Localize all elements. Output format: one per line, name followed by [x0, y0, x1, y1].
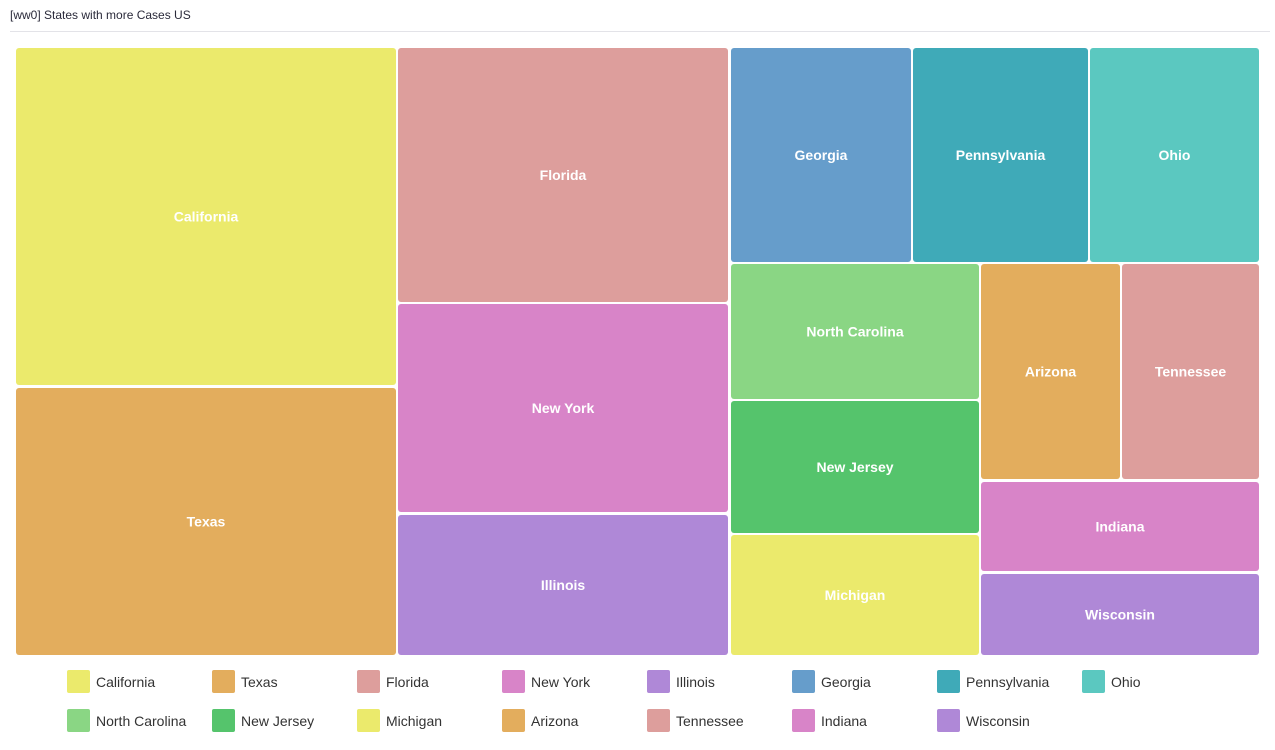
tile-new-jersey[interactable]: New Jersey — [731, 401, 979, 533]
legend-item-california[interactable]: California — [67, 670, 212, 693]
legend-item-new-jersey[interactable]: New Jersey — [212, 709, 357, 732]
tile-rect-ohio[interactable] — [1090, 48, 1259, 262]
tile-label-indiana: Indiana — [1095, 519, 1144, 535]
tile-label-michigan: Michigan — [825, 587, 886, 603]
tile-rect-north-carolina[interactable] — [731, 264, 979, 399]
legend-label: Georgia — [821, 673, 871, 690]
tile-indiana[interactable]: Indiana — [981, 482, 1259, 571]
tile-pennsylvania[interactable]: Pennsylvania — [913, 48, 1088, 262]
tile-new-york[interactable]: New York — [398, 304, 728, 512]
tile-florida[interactable]: Florida — [398, 48, 728, 302]
tile-rect-illinois[interactable] — [398, 515, 728, 655]
legend-item-pennsylvania[interactable]: Pennsylvania — [937, 670, 1082, 693]
tile-label-ohio: Ohio — [1159, 147, 1191, 163]
tile-label-new-jersey: New Jersey — [816, 459, 893, 475]
tile-label-new-york: New York — [532, 400, 595, 416]
legend-swatch — [937, 709, 960, 732]
legend-row: California Texas Florida New York Illinois Ge… — [67, 662, 1227, 701]
tile-rect-wisconsin[interactable] — [981, 574, 1259, 655]
tile-label-tennessee: Tennessee — [1155, 364, 1227, 380]
tile-rect-arizona[interactable] — [981, 264, 1120, 479]
tile-label-texas: Texas — [187, 514, 226, 530]
legend-label: Florida — [386, 673, 429, 690]
legend-label: Texas — [241, 673, 278, 690]
tile-rect-pennsylvania[interactable] — [913, 48, 1088, 262]
tile-rect-new-jersey[interactable] — [731, 401, 979, 533]
tile-label-wisconsin: Wisconsin — [1085, 607, 1155, 623]
legend-item-new-york[interactable]: New York — [502, 670, 647, 693]
legend-swatch — [357, 709, 380, 732]
legend-swatch — [212, 709, 235, 732]
tile-rect-new-york[interactable] — [398, 304, 728, 512]
tile-arizona[interactable]: Arizona — [981, 264, 1120, 479]
legend: California Texas Florida New York Illinois Ge… — [67, 662, 1227, 740]
tile-label-california: California — [174, 209, 239, 225]
tile-rect-indiana[interactable] — [981, 482, 1259, 571]
tile-rect-tennessee[interactable] — [1122, 264, 1259, 479]
legend-item-michigan[interactable]: Michigan — [357, 709, 502, 732]
tile-ohio[interactable]: Ohio — [1090, 48, 1259, 262]
legend-swatch — [937, 670, 960, 693]
legend-label: Wisconsin — [966, 712, 1030, 729]
tile-georgia[interactable]: Georgia — [731, 48, 911, 262]
tile-label-arizona: Arizona — [1025, 364, 1077, 380]
title-divider — [10, 31, 1270, 32]
legend-label: North Carolina — [96, 712, 187, 729]
tile-michigan[interactable]: Michigan — [731, 535, 979, 655]
tile-label-illinois: Illinois — [541, 577, 586, 593]
legend-swatch — [67, 670, 90, 693]
legend-row: North Carolina New Jersey Michigan Arizona T… — [67, 701, 1227, 740]
tile-rect-georgia[interactable] — [731, 48, 911, 262]
tile-wisconsin[interactable]: Wisconsin — [981, 574, 1259, 655]
legend-swatch — [1082, 670, 1105, 693]
legend-swatch — [647, 709, 670, 732]
tile-label-georgia: Georgia — [795, 147, 848, 163]
legend-label: Ohio — [1111, 673, 1141, 690]
legend-swatch — [502, 709, 525, 732]
treemap-chart: California Texas Florida New York Illinois Ge… — [16, 48, 1259, 655]
legend-item-north-carolina[interactable]: North Carolina — [67, 709, 212, 732]
legend-swatch — [647, 670, 670, 693]
legend-label: Michigan — [386, 712, 443, 729]
legend-label: Arizona — [531, 712, 579, 729]
legend-label: Illinois — [676, 673, 715, 690]
legend-swatch — [502, 670, 525, 693]
legend-item-arizona[interactable]: Arizona — [502, 709, 647, 732]
legend-label: New Jersey — [241, 712, 315, 729]
legend-item-florida[interactable]: Florida — [357, 670, 502, 693]
legend-swatch — [67, 709, 90, 732]
tile-rect-california[interactable] — [16, 48, 396, 385]
legend-item-texas[interactable]: Texas — [212, 670, 357, 693]
legend-item-ohio[interactable]: Ohio — [1082, 670, 1227, 693]
tile-rect-florida[interactable] — [398, 48, 728, 302]
legend-label: Pennsylvania — [966, 673, 1050, 690]
legend-label: New York — [531, 673, 591, 690]
legend-swatch — [212, 670, 235, 693]
legend-swatch — [792, 670, 815, 693]
tile-tennessee[interactable]: Tennessee — [1122, 264, 1259, 479]
tile-illinois[interactable]: Illinois — [398, 515, 728, 655]
legend-item-illinois[interactable]: Illinois — [647, 670, 792, 693]
legend-swatch — [792, 709, 815, 732]
legend-label: California — [96, 673, 156, 690]
chart-title: [ww0] States with more Cases US — [10, 8, 191, 22]
tile-label-florida: Florida — [540, 167, 587, 183]
tile-rect-michigan[interactable] — [731, 535, 979, 655]
legend-item-wisconsin[interactable]: Wisconsin — [937, 709, 1082, 732]
tile-texas[interactable]: Texas — [16, 388, 396, 655]
legend-label: Indiana — [821, 712, 867, 729]
tile-label-north-carolina: North Carolina — [806, 324, 903, 340]
tile-north-carolina[interactable]: North Carolina — [731, 264, 979, 399]
legend-label: Tennessee — [676, 712, 744, 729]
tile-label-pennsylvania: Pennsylvania — [956, 147, 1046, 163]
legend-item-tennessee[interactable]: Tennessee — [647, 709, 792, 732]
legend-item-indiana[interactable]: Indiana — [792, 709, 937, 732]
legend-item-georgia[interactable]: Georgia — [792, 670, 937, 693]
tile-california[interactable]: California — [16, 48, 396, 385]
legend-swatch — [357, 670, 380, 693]
tile-rect-texas[interactable] — [16, 388, 396, 655]
